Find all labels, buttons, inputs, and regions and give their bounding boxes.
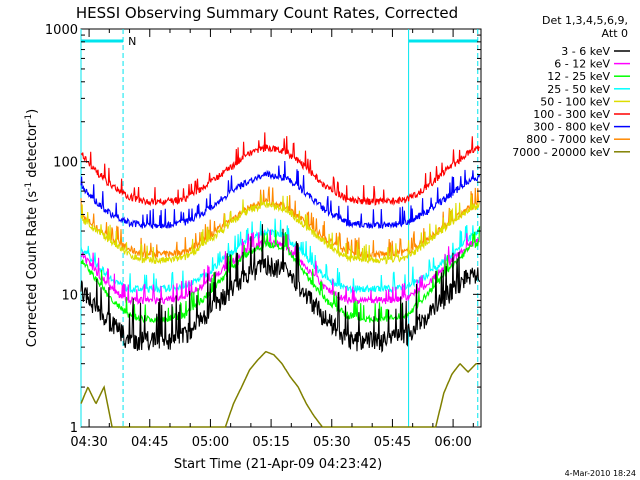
date-stamp: 4-Mar-2010 18:24 <box>565 469 636 478</box>
legend-item-label: 3 - 6 keV <box>561 45 610 58</box>
y-axis-label: Corrected Count Rate (s-1 detector-1) <box>24 109 40 347</box>
y-tick-label: 10 <box>61 288 78 303</box>
legend-header-line2: Att 0 <box>602 27 628 40</box>
legend-item-label: 7000 - 20000 keV <box>512 146 610 159</box>
x-tick-label: 05:15 <box>252 435 289 450</box>
night-marker-label: N <box>128 35 136 48</box>
x-tick-label: 05:30 <box>313 435 350 450</box>
chart-title: HESSI Observing Summary Count Rates, Cor… <box>76 4 458 22</box>
series-line <box>80 194 480 265</box>
legend-item-label: 6 - 12 keV <box>554 58 610 71</box>
series-line <box>80 226 481 325</box>
series-line <box>80 218 480 295</box>
legend-item-label: 100 - 300 keV <box>533 108 610 121</box>
legend-header-line1: Det 1,3,4,5,6,9, <box>542 14 628 27</box>
x-tick-label: 04:45 <box>131 435 168 450</box>
x-tick-label: 05:00 <box>192 435 229 450</box>
x-axis-ticks: 04:30 04:45 05:00 05:15 05:30 05:45 06:00 <box>70 29 474 450</box>
y-tick-label: 100 <box>53 156 78 171</box>
series-line <box>80 224 481 353</box>
legend-item-label: 50 - 100 keV <box>540 95 610 108</box>
y-tick-label: 1 <box>70 421 78 436</box>
legend-item-label: 12 - 25 keV <box>547 70 610 83</box>
boundary-markers: N <box>80 29 479 427</box>
legend-item-label: 25 - 50 keV <box>547 83 610 96</box>
y-tick-label: 1000 <box>45 23 78 38</box>
x-tick-label: 04:30 <box>70 435 107 450</box>
x-axis-label: Start Time (21-Apr-09 04:23:42) <box>174 457 382 472</box>
x-tick-label: 05:45 <box>374 435 411 450</box>
series-line <box>80 229 481 306</box>
series-line <box>80 132 481 207</box>
x-tick-label: 06:00 <box>434 435 471 450</box>
series-layer <box>80 132 481 428</box>
y-axis-ticks: 1 10 100 1000 <box>45 23 481 436</box>
legend-item-label: 800 - 7000 keV <box>526 133 610 146</box>
series-line <box>80 160 481 229</box>
legend-item-label: 300 - 800 keV <box>533 121 610 134</box>
series-line <box>80 350 480 428</box>
